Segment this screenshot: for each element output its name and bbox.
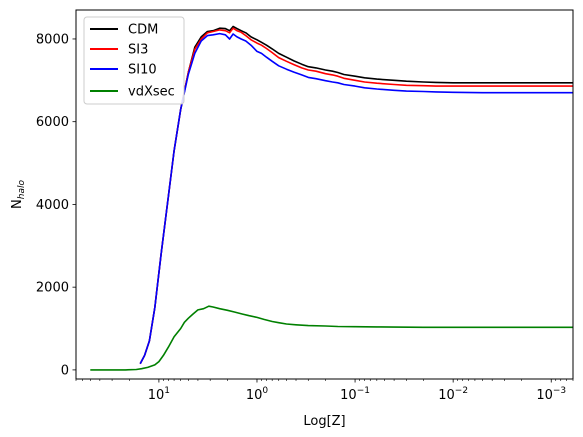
x-tick-label-base: 10	[246, 388, 263, 403]
x-tick-label-exp: −1	[357, 386, 370, 396]
y-axis-label-main: N	[10, 199, 25, 209]
series-line-vdxsec	[90, 305, 573, 371]
x-tick-label-exp: 1	[164, 386, 170, 396]
x-tick-label: 100	[246, 386, 269, 403]
x-tick-label-base: 10	[536, 388, 553, 403]
x-tick-label: 10−1	[340, 386, 370, 403]
x-tick-label-exp: 0	[262, 386, 268, 396]
y-axis-label: Nhalo	[10, 180, 27, 209]
x-tick-label-base: 10	[438, 388, 455, 403]
legend-box	[83, 16, 185, 105]
x-tick-label: 10−3	[536, 386, 566, 403]
x-axis-label: Log[Z]	[303, 414, 345, 429]
x-tick-label-exp: −3	[553, 386, 566, 396]
y-tick-label: 8000	[36, 32, 69, 47]
x-tick-label-exp: −2	[455, 386, 468, 396]
legend-label-cdm: CDM	[128, 23, 158, 38]
y-axis-label-sub: halo	[17, 180, 27, 200]
x-tick-label-base: 10	[340, 388, 357, 403]
x-tick-label: 10−2	[438, 386, 468, 403]
plot-frame	[75, 9, 574, 380]
y-tick-label: 6000	[36, 115, 69, 130]
series-layer	[90, 25, 573, 371]
x-tick-label: 101	[148, 386, 170, 403]
series-line-si10	[139, 32, 573, 365]
y-tick-label: 2000	[36, 281, 69, 296]
y-tick-label: 0	[61, 363, 69, 378]
legend: CDM SI3 SI10 vdXsec	[83, 16, 185, 105]
legend-label-vdxsec: vdXsec	[128, 85, 175, 100]
legend-label-si3: SI3	[128, 43, 148, 58]
x-tick-label-base: 10	[148, 388, 165, 403]
y-tick-label: 4000	[36, 198, 69, 213]
legend-label-si10: SI10	[128, 63, 157, 78]
